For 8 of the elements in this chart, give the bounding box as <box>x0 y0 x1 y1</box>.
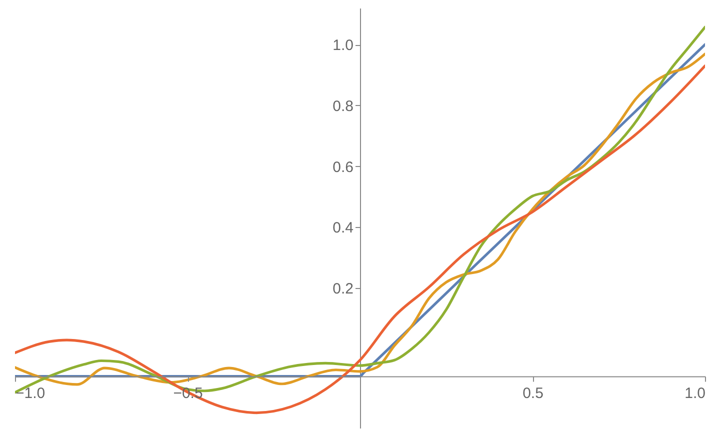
x-tick-label: 1.0 <box>684 384 706 402</box>
y-tick-label: 0.8 <box>332 98 354 115</box>
x-tick-label: −1.0 <box>16 384 46 402</box>
y-tick-label: 0.4 <box>332 220 354 237</box>
x-tick-label: 0.5 <box>522 384 544 402</box>
y-tick-label: 0.6 <box>332 158 354 176</box>
y-tick-label: 1.0 <box>332 37 354 54</box>
y-tick-label: 0.2 <box>332 280 354 298</box>
